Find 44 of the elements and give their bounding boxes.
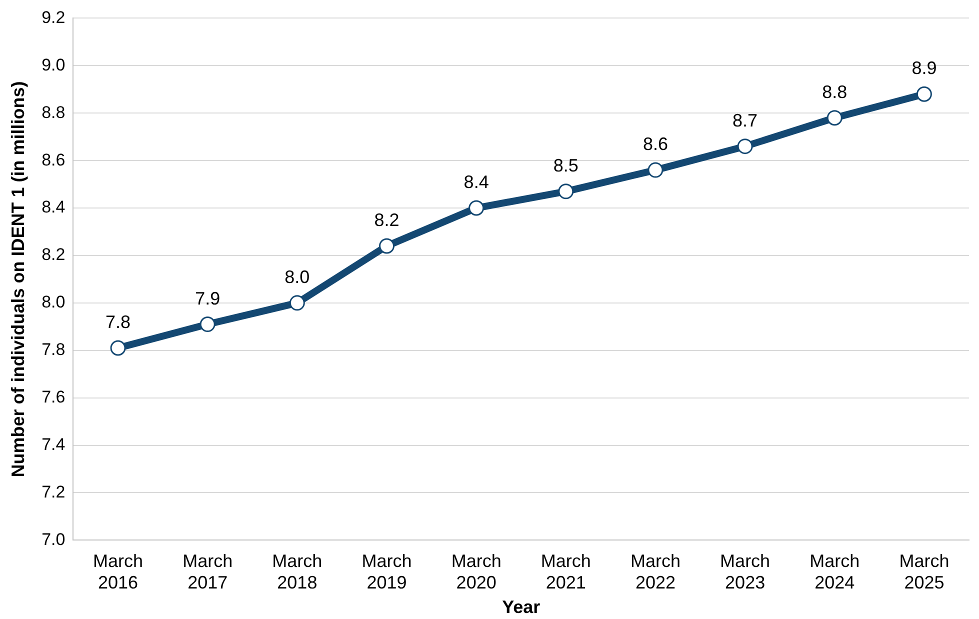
y-tick-label: 7.8 — [42, 340, 66, 360]
y-tick-label: 7.0 — [42, 530, 66, 549]
data-label: 8.2 — [374, 210, 400, 230]
x-tick-label: March 2019 — [362, 550, 412, 593]
x-axis-title: Year — [502, 597, 540, 618]
x-tick-label: March 2025 — [899, 550, 950, 593]
y-tick-label: 7.4 — [42, 434, 66, 454]
data-label: 8.5 — [553, 155, 578, 176]
x-tick-label: March 2018 — [272, 550, 322, 593]
data-label: 7.8 — [106, 312, 131, 332]
x-tick-label: March 2021 — [540, 550, 591, 593]
data-label: 8.8 — [822, 82, 848, 102]
y-tick-label: 8.6 — [42, 150, 66, 170]
y-tick-label: 8.2 — [42, 245, 66, 264]
point — [468, 200, 484, 216]
data-label: 8.0 — [284, 266, 310, 287]
x-tick-label: March 2022 — [630, 550, 680, 593]
point — [558, 184, 574, 200]
point — [648, 162, 664, 178]
x-tick-label: March 2017 — [182, 550, 233, 593]
y-tick-label: 7.6 — [42, 388, 66, 407]
data-label: 8.7 — [732, 110, 758, 130]
x-tick-label: March 2020 — [451, 550, 502, 593]
point — [916, 86, 932, 102]
point — [110, 340, 126, 356]
point — [379, 238, 394, 254]
y-tick-label: 7.2 — [42, 482, 66, 502]
data-label: 7.9 — [195, 288, 220, 308]
y-tick-label: 9.0 — [42, 55, 66, 74]
y-tick-label: 9.2 — [42, 8, 66, 27]
data-label: 8.6 — [642, 134, 668, 154]
y-tick-label: 8.0 — [42, 292, 66, 312]
x-tick-label: March 2016 — [93, 550, 144, 593]
point — [737, 138, 753, 154]
point — [289, 295, 305, 311]
x-tick-label: March 2024 — [810, 550, 860, 593]
y-tick-label: 8.8 — [42, 102, 66, 122]
y-tick-label: 8.4 — [42, 198, 66, 217]
x-tick-label: March 2023 — [720, 550, 770, 593]
point — [200, 316, 216, 332]
y-axis-title: Number of individuals on IDENT 1 (in millions) — [8, 81, 28, 478]
point — [826, 110, 842, 126]
data-label: 8.4 — [464, 172, 489, 192]
data-label: 8.9 — [912, 58, 937, 78]
